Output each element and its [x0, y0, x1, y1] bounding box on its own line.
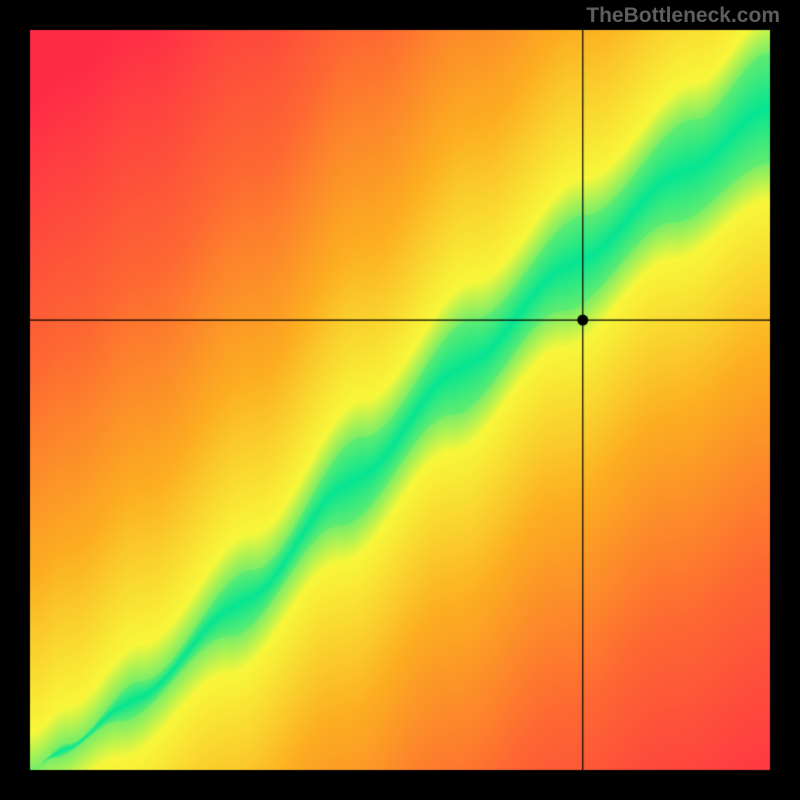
- attribution-text: TheBottleneck.com: [586, 4, 780, 28]
- bottleneck-heatmap-canvas: [0, 0, 800, 800]
- chart-container: TheBottleneck.com: [0, 0, 800, 800]
